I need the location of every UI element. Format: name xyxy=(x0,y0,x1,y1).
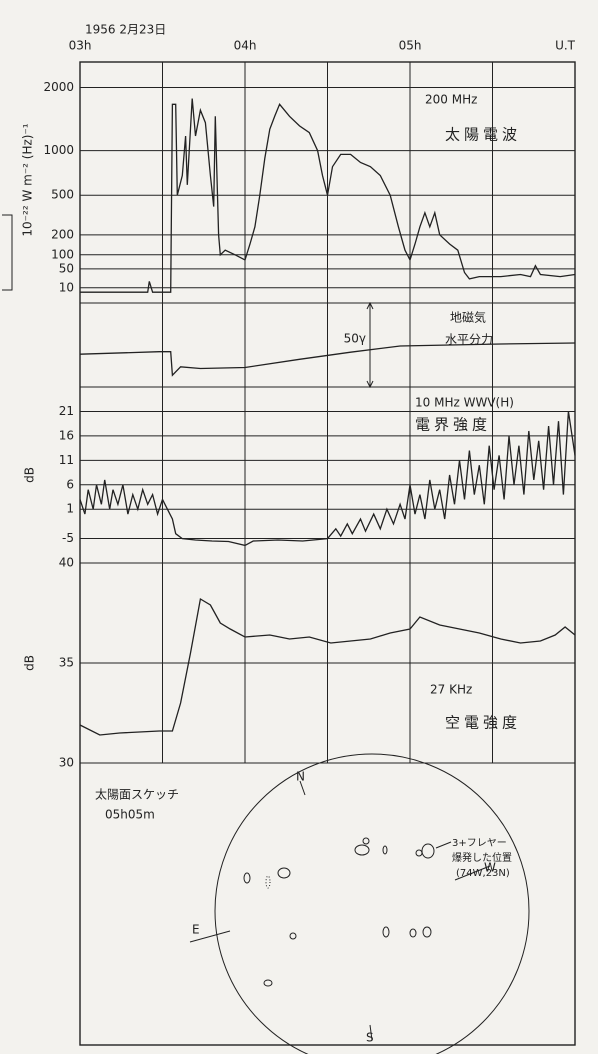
sunspot xyxy=(263,979,273,987)
scale-arrow xyxy=(366,301,374,389)
data-line xyxy=(79,597,576,736)
y-axis-label: 10⁻²² W m⁻² (Hz)⁻¹ xyxy=(21,123,35,236)
sunspot xyxy=(354,844,370,856)
x-tick-label: 05h xyxy=(399,39,422,53)
leader-line xyxy=(435,841,452,849)
y-tick-label: 500 xyxy=(51,188,74,202)
axis-tick xyxy=(299,780,306,796)
annotation: 27 KHz xyxy=(430,683,472,697)
data-line xyxy=(79,342,576,377)
flare-spot xyxy=(421,843,435,859)
sunspot xyxy=(382,926,390,938)
annotation: 太陽電波 xyxy=(445,126,521,144)
y-tick-label: 2000 xyxy=(43,80,74,94)
annotation: 空電強度 xyxy=(445,714,521,732)
axis-tick xyxy=(189,930,231,943)
y-tick-label: 200 xyxy=(51,227,74,241)
y-tick-label: 1 xyxy=(66,502,74,516)
y-axis-label: dB xyxy=(23,467,37,483)
sketch-time: 05h05m xyxy=(105,808,155,822)
sun-disk xyxy=(214,753,530,1054)
y-tick-label: 10 xyxy=(59,280,74,294)
y-tick-label: 11 xyxy=(59,453,74,467)
direction-label: N xyxy=(296,770,305,784)
sunspot xyxy=(243,872,251,884)
data-line xyxy=(80,98,576,293)
sunspot xyxy=(265,875,271,889)
annotation: 地磁気 xyxy=(450,310,486,325)
y-tick-label: 21 xyxy=(59,404,74,418)
sunspot xyxy=(422,926,432,938)
direction-label: W xyxy=(484,861,496,875)
sunspot xyxy=(277,867,291,879)
x-axis-label: U.T xyxy=(555,39,576,53)
y-tick-label: 40 xyxy=(59,556,74,570)
direction-label: S xyxy=(366,1031,374,1045)
flare-label: 爆発した位置 xyxy=(452,851,512,864)
y-tick-label: 16 xyxy=(59,428,74,442)
x-tick-label: 04h xyxy=(234,39,257,53)
sketch-title: 太陽面スケッチ xyxy=(95,787,179,802)
sunspot xyxy=(382,845,388,855)
y-tick-label: 100 xyxy=(51,247,74,261)
flare-label: (74W,23N) xyxy=(456,868,510,879)
sunspots xyxy=(243,837,452,987)
y-tick-label: -5 xyxy=(62,531,74,545)
x-tick-label: 03h xyxy=(69,39,92,53)
annotation: 200 MHz xyxy=(425,93,477,107)
chart-title: 1956 2月23日 xyxy=(85,23,166,37)
y-tick-label: 35 xyxy=(59,656,74,670)
y-tick-label: 1000 xyxy=(43,143,74,157)
sunspot xyxy=(415,849,423,857)
y-axis-label: dB xyxy=(23,655,37,671)
annotation: 水平分力 xyxy=(445,333,493,347)
y-tick-label: 50 xyxy=(59,261,74,275)
annotation: 電界強度 xyxy=(415,416,491,434)
axis-tick xyxy=(454,865,491,881)
sunspot xyxy=(362,837,370,845)
flare-label: 3+フレヤー xyxy=(452,838,507,849)
annotation: 10 MHz WWV(H) xyxy=(415,396,514,410)
y-tick-label: 30 xyxy=(59,756,74,770)
margin-bracket xyxy=(2,214,13,291)
scale-label: 50γ xyxy=(344,332,366,346)
direction-label: E xyxy=(192,923,200,937)
axis-tick xyxy=(369,1024,373,1041)
y-tick-label: 6 xyxy=(66,477,74,491)
data-line xyxy=(79,411,576,547)
sunspot xyxy=(409,928,417,938)
sunspot xyxy=(289,932,297,940)
